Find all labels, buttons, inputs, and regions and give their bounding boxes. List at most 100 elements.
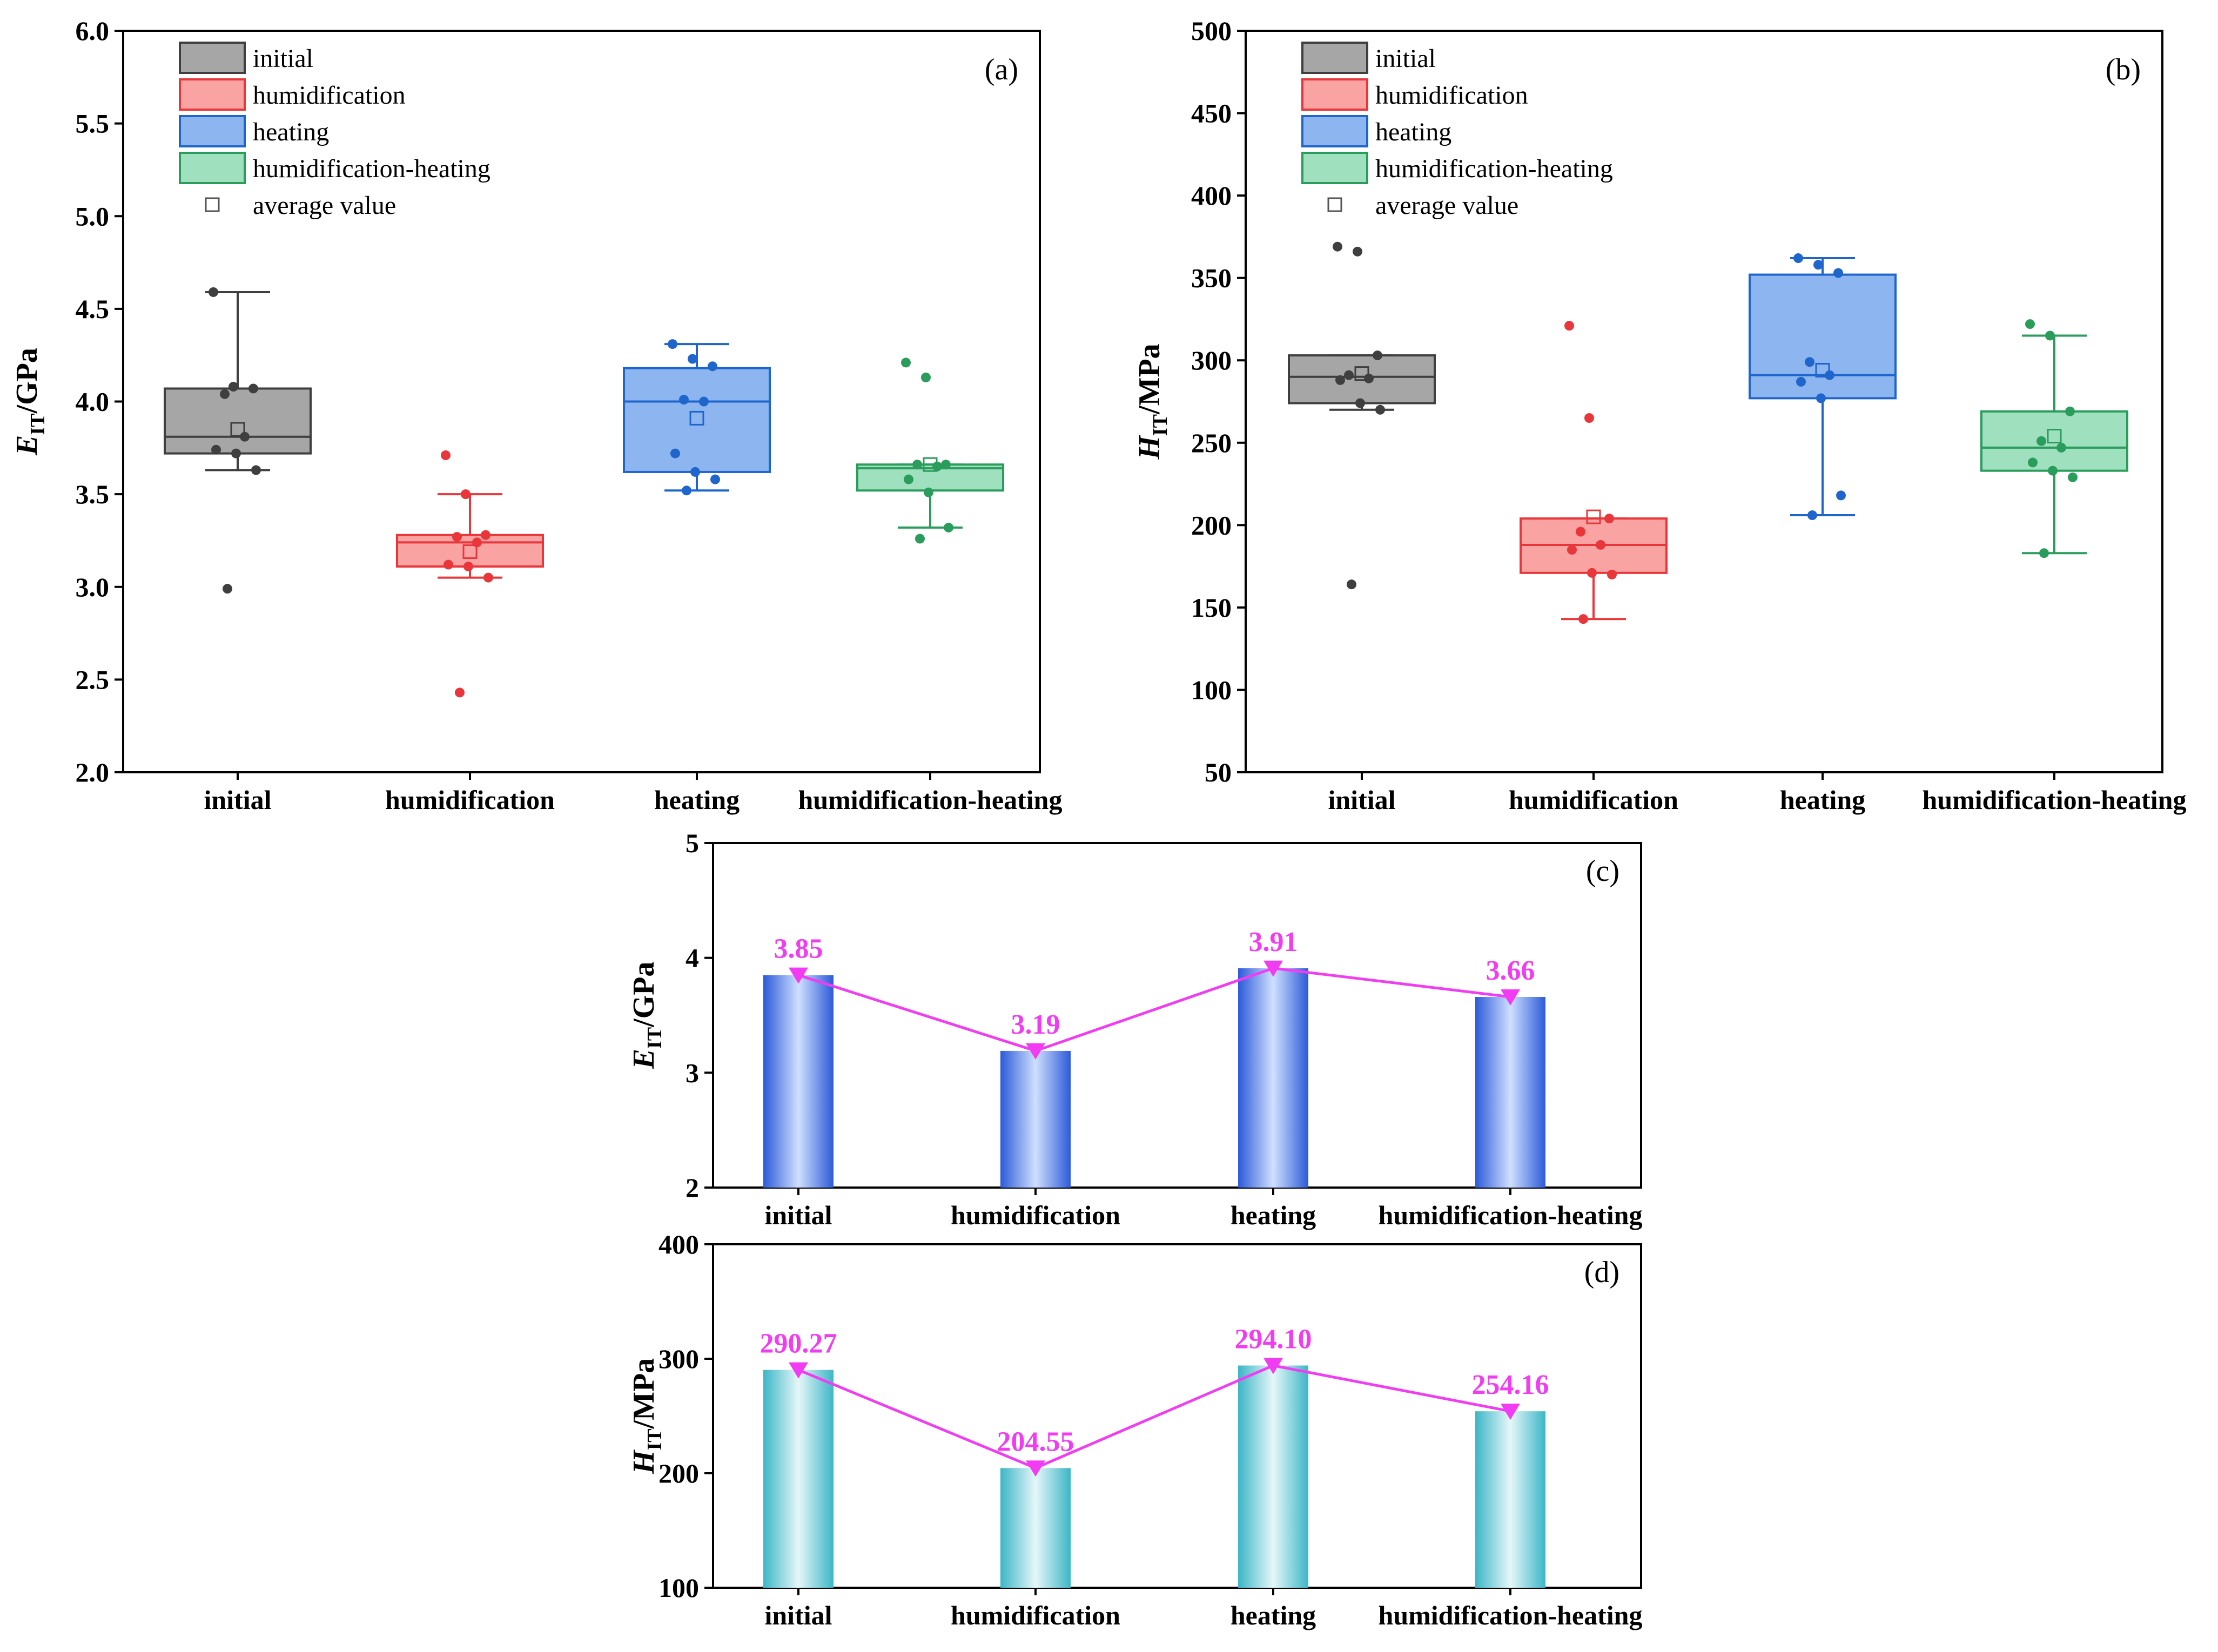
y-axis-unit: /MPa [1133,343,1166,415]
line-marker [1026,1043,1045,1060]
data-point [901,358,911,368]
panel-c: 2 3 4 5 initial humidification heating humidifi… [627,828,1642,1230]
data-point [441,450,451,461]
mean-marker [1586,509,1601,524]
y-tick-label: 200 [658,1458,699,1488]
data-point [1578,614,1588,624]
data-point [220,389,230,399]
value-label: 3.19 [1011,1009,1060,1040]
legend-swatch-initial [179,42,246,74]
data-point [668,339,677,349]
value-label: 3.85 [774,934,823,965]
box-humidification-heating [856,358,1004,544]
y-tick-label: 3.0 [76,572,110,602]
line-marker [1501,989,1520,1006]
y-tick-label: 300 [658,1344,699,1374]
panel-b: 50 100 150 200 250 300 350 400 450 500 initial humi… [1133,16,2186,815]
mean-line [798,967,1511,1053]
data-point [1347,579,1356,590]
data-point [1813,260,1823,270]
data-point [1344,370,1354,380]
data-point [1584,413,1594,423]
data-point [679,395,689,405]
legend: initial humidification heating humidificati… [179,42,490,220]
data-point [912,460,922,470]
mean-marker [1815,363,1830,378]
data-point [248,383,258,394]
y-tick-label: 100 [658,1573,699,1603]
value-label: 290.27 [760,1329,837,1359]
y-tick-label: 500 [1191,16,1232,46]
data-point [1355,398,1365,408]
data-point [1604,514,1614,524]
y-tick-label: 400 [658,1229,699,1259]
bar-initial [763,1370,834,1588]
data-point [2028,457,2038,468]
data-point [1564,321,1574,331]
data-point [1567,545,1577,555]
y-tick-label: 5.5 [76,109,110,139]
panel-label: (d) [1584,1256,1619,1289]
data-point [463,561,473,571]
data-point [483,572,493,583]
data-point [1805,357,1814,367]
bar-heating [1238,1365,1308,1588]
data-point [924,487,933,497]
y-tick-label: 450 [1191,98,1232,129]
data-point [944,522,953,532]
data-point [223,584,232,594]
y-tick-label: 100 [1191,675,1232,705]
y-axis-subscript: IT [643,1027,666,1049]
data-point [2039,548,2049,558]
x-tick-label: initial [1328,785,1395,815]
x-tick-label: initial [764,1600,832,1630]
data-point [921,372,931,382]
mean-marker [2047,429,2062,444]
legend-label: initial [253,44,313,73]
data-point [231,448,241,458]
y-axis-unit: /MPa [627,1358,661,1430]
legend: initial humidification heating humidificati… [1301,42,1613,220]
legend-swatch-heating [179,115,246,147]
y-axis-symbol: E [10,435,44,456]
plot-frame [712,842,1642,1189]
line-marker [1263,960,1283,977]
data-point [481,530,490,540]
data-point [1375,404,1385,415]
bar-humidification [1000,1468,1071,1588]
bar-initial [763,975,834,1188]
box-iqr [1980,410,2128,472]
y-tick-label: 350 [1191,263,1232,293]
mean-marker [462,544,478,559]
box-humidification [1520,321,1668,624]
legend-label: humidification [1375,81,1528,110]
data-point [941,460,951,470]
y-tick-label: 150 [1191,592,1232,623]
data-point [1607,569,1617,579]
data-point [688,354,697,364]
y-axis-subscript: IT [1149,414,1172,436]
data-point [1836,490,1846,501]
data-point [443,559,453,570]
y-axis-title: EIT/GPa [10,348,49,456]
value-label: 294.10 [1235,1324,1312,1355]
legend-swatch-humidification [179,78,246,111]
legend-label: average value [253,191,396,220]
data-point [251,465,261,475]
line-marker [1263,1358,1283,1374]
data-point [932,461,942,471]
y-tick-label: 2.5 [76,664,110,694]
data-point [710,474,720,484]
data-point [915,534,925,544]
x-tick-label: heating [654,785,740,815]
legend-label: heating [1375,118,1451,146]
bar-humidification [1000,1050,1071,1188]
y-tick-label: 300 [1191,345,1232,375]
value-label: 254.16 [1472,1370,1549,1400]
plot-frame [1245,30,2163,773]
data-point [1796,376,1806,387]
legend-label: humidification-heating [1375,154,1613,183]
line-marker [789,967,808,984]
y-tick-label: 50 [1205,757,1232,787]
x-tick-label: humidification-heating [1379,1600,1643,1630]
